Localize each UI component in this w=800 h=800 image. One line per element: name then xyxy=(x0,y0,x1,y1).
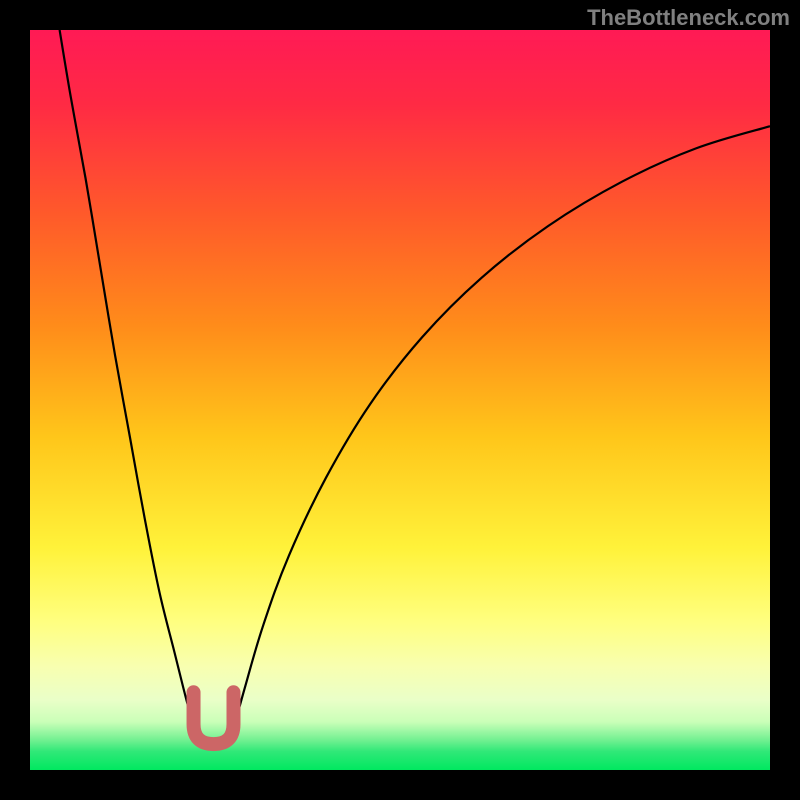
gradient-background xyxy=(30,30,770,770)
chart-frame xyxy=(30,30,770,770)
chart-svg xyxy=(30,30,770,770)
watermark-text: TheBottleneck.com xyxy=(587,5,790,31)
